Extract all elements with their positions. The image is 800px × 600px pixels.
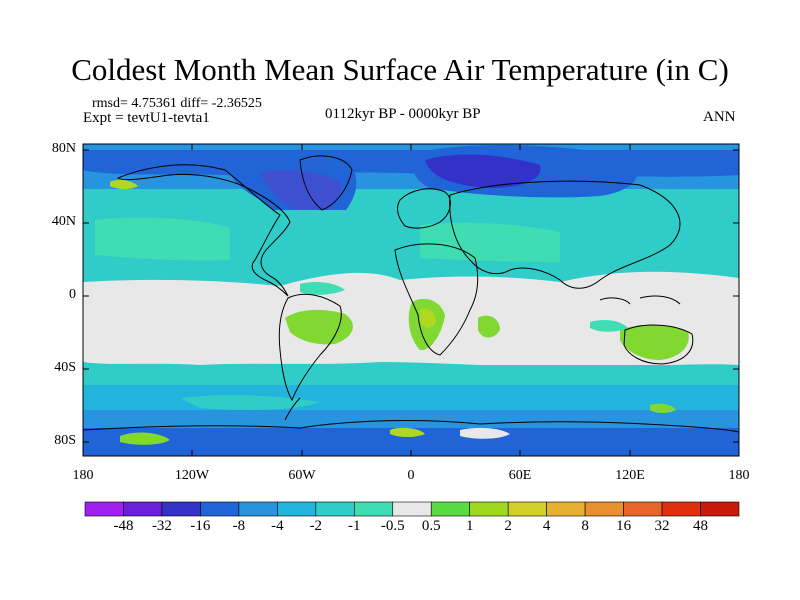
colorbar-label: -32 xyxy=(151,518,172,534)
colorbar-label: -8 xyxy=(232,518,246,534)
colorbar-label: -2 xyxy=(309,518,323,534)
colorbar-label: 4 xyxy=(542,518,551,534)
colorbar-swatch xyxy=(661,501,701,517)
lon-label-0: 0 xyxy=(407,468,415,483)
colorbar-swatch xyxy=(507,501,547,517)
rmsd-diff-stats: rmsd= 4.75361 diff= -2.36525 xyxy=(92,96,262,111)
colorbar-label: 2 xyxy=(504,518,512,534)
lon-label-120w: 120W xyxy=(174,468,210,483)
colorbar-swatch xyxy=(584,501,624,517)
colorbar-label: -48 xyxy=(113,518,134,534)
period-label: 0112kyr BP - 0000kyr BP xyxy=(325,106,481,122)
colorbar-label: -4 xyxy=(271,518,284,534)
colorbar-label: 32 xyxy=(654,518,670,534)
lon-label-180e: 180 xyxy=(728,468,750,483)
lat-label-0: 0 xyxy=(69,287,76,302)
colorbar-swatch xyxy=(200,501,240,517)
colorbar-swatch xyxy=(353,501,394,517)
season-label: ANN xyxy=(703,109,736,125)
colorbar-swatch xyxy=(469,501,509,517)
colorbar-swatch xyxy=(123,501,163,517)
colorbar-swatch xyxy=(623,501,663,517)
lat-label-80s: 80S xyxy=(54,433,76,448)
lat-label-40s: 40S xyxy=(54,360,76,375)
colorbar-swatch xyxy=(546,501,586,517)
colorbar xyxy=(84,501,740,517)
lon-label-120e: 120E xyxy=(615,468,645,483)
colorbar-label: -16 xyxy=(190,518,211,534)
coastlines xyxy=(83,155,739,433)
colorbar-label: 8 xyxy=(581,518,589,534)
colorbar-label: -0.5 xyxy=(380,518,405,534)
colorbar-swatch xyxy=(161,501,201,517)
colorbar-label: 1 xyxy=(465,518,474,534)
colorbar-label: -1 xyxy=(348,518,361,534)
colorbar-swatch xyxy=(84,501,124,517)
colorbar-swatch xyxy=(277,501,317,517)
colorbar-swatch xyxy=(430,501,471,517)
lat-label-80n: 80N xyxy=(51,141,76,156)
colorbar-swatch xyxy=(392,501,432,517)
colorbar-swatch xyxy=(315,501,355,517)
lon-label-60w: 60W xyxy=(288,468,316,483)
lat-label-40n: 40N xyxy=(51,214,76,229)
experiment-label: Expt = tevtU1-tevta1 xyxy=(83,110,210,126)
colorbar-label: 0.5 xyxy=(421,518,441,534)
colorbar-swatch xyxy=(700,501,740,517)
colorbar-swatch xyxy=(238,501,278,517)
colorbar-label: 48 xyxy=(693,518,709,534)
colorbar-label: 16 xyxy=(616,518,632,534)
map-title: Coldest Month Mean Surface Air Temperatu… xyxy=(71,52,729,87)
axis-ticks xyxy=(82,144,740,456)
lon-label-180w: 180 xyxy=(72,468,94,483)
lon-label-60e: 60E xyxy=(508,468,532,483)
